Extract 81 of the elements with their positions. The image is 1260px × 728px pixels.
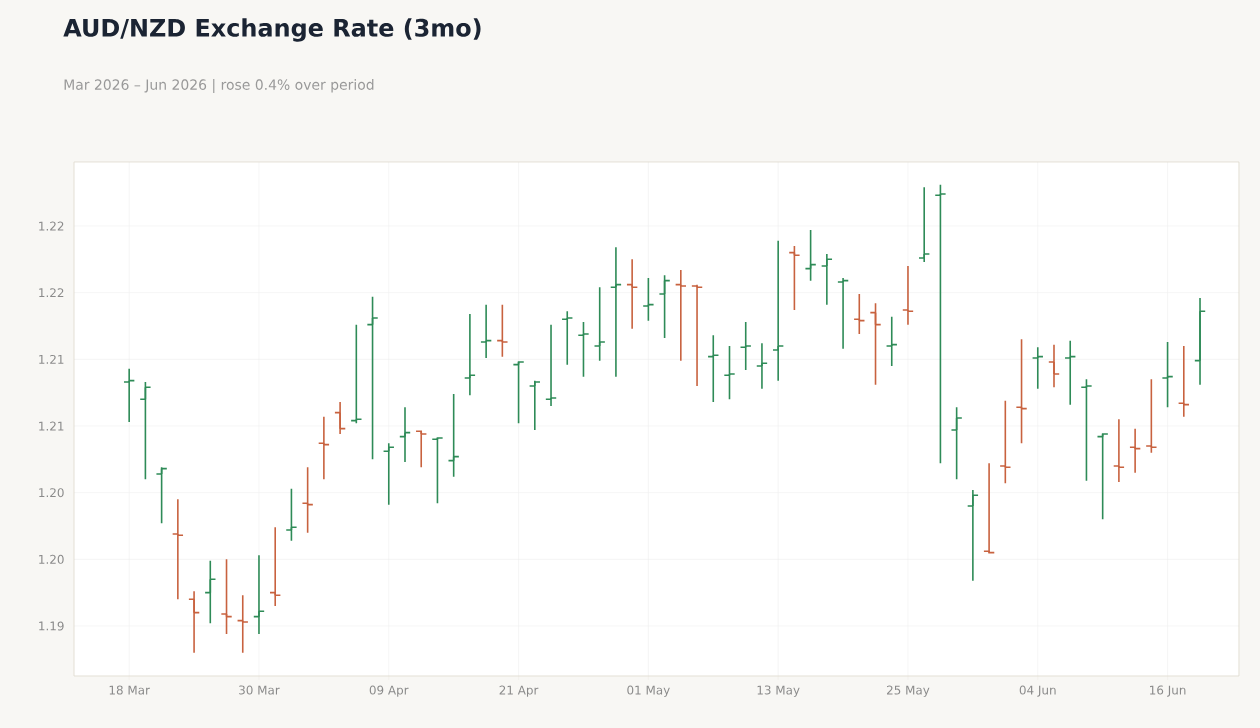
y-tick-label: 1.20 [39,554,64,564]
candlestick [399,406,411,463]
candlestick [334,401,347,435]
y-tick-label: 1.21 [39,421,64,431]
x-tick-label: 01 May [627,685,670,697]
x-tick-label: 25 May [886,685,930,697]
y-tick-label: 1.22 [39,288,64,298]
candlestick [447,393,460,478]
candlestick [1194,297,1207,386]
candlestick [204,559,217,625]
candlestick [1112,418,1125,483]
x-tick-label: 18 Mar [109,685,150,695]
candlestick [480,303,493,359]
x-tick-label: 21 Apr [499,685,539,697]
candlestick [1031,346,1044,390]
y-tick-label: 1.21 [39,354,64,364]
candlestick [658,274,671,339]
candlestick [901,265,914,326]
candlestick [966,489,979,582]
y-tick-label: 1.19 [39,621,64,631]
candlestick [1015,338,1028,445]
candlestick [691,283,704,387]
candlestick [1177,345,1190,418]
candlestick [885,315,898,367]
candlestick [350,323,363,425]
candlestick [739,321,752,371]
candlestick [415,430,428,469]
candlestick [788,245,801,311]
candlestick [1145,378,1158,454]
candlestick [285,487,298,542]
candlestick [188,590,201,654]
candlestick [918,186,931,263]
candlestick [609,246,622,378]
x-tick-label: 30 Mar [239,685,280,695]
candlestick [626,258,639,330]
candlestick [1064,339,1077,406]
candlestick [577,321,590,378]
candlestick [545,323,558,407]
x-tick-label: 13 May [757,685,800,697]
candlestick [269,526,282,607]
y-tick-label: 1.20 [39,488,64,498]
chart-subtitle: Mar 2026 – Jun 2026 | rose 0.4% over period [64,79,374,93]
candlestick [382,442,395,506]
candlestick [171,498,184,601]
candlestick [707,334,720,403]
candlestick [139,381,152,481]
candlestick [999,399,1012,485]
candlestick [252,554,265,635]
candlestick [723,345,736,401]
candlestick [869,302,882,386]
candlestick [1080,378,1093,482]
candlestick [1129,427,1142,474]
candlestick [496,303,509,358]
candlestick [755,342,768,390]
x-tick-label: 09 Apr [369,685,409,697]
candlestick [820,253,833,306]
candlestick [123,367,136,423]
candlestick [837,277,850,350]
candlestick [674,269,687,362]
candlestick [804,229,817,282]
candlestick [463,313,476,397]
candlestick [642,277,655,322]
candlestick [1048,343,1060,389]
candlestick [561,310,574,366]
candlestick [236,594,249,654]
candlestick [772,239,785,382]
y-tick-label: 1.22 [39,221,64,231]
candlestick [593,286,606,362]
candlestick [1161,341,1174,409]
candlestick [950,406,963,481]
candlestick [934,183,947,465]
x-tick-label: 04 Jun [1019,685,1056,697]
chart-title: AUD/NZD Exchange Rate (3mo) [63,18,481,42]
candlestick [366,295,379,461]
candlestick [317,415,330,481]
candlestick [220,558,233,635]
candlestick [853,293,866,335]
candlestick [983,462,996,554]
candlestick [301,466,314,534]
candlestick [528,379,541,431]
x-tick-label: 16 Jun [1150,685,1186,697]
